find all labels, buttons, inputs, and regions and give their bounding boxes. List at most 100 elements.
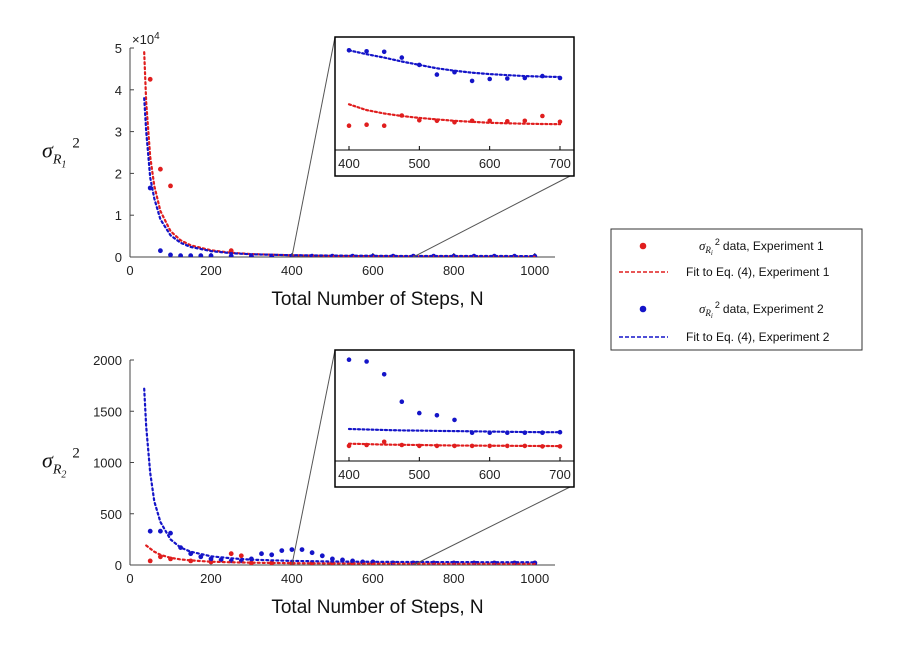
top-inset-point [364, 49, 369, 54]
top-point [188, 253, 194, 257]
top-y-label: σR12 [42, 136, 80, 171]
top-point [228, 253, 234, 257]
top-x-tick-label: 600 [362, 263, 384, 278]
top-point [198, 253, 204, 257]
bottom-inset: 400 500 600 700 [291, 349, 575, 566]
legend-subsub: i [711, 249, 713, 257]
bottom-inset-series-2 [347, 442, 562, 448]
top-y-multiplier: ×104 [132, 31, 160, 47]
top-point [208, 253, 214, 257]
top-x-tick-label: 0 [126, 263, 133, 278]
legend-entry-label: Fit to Eq. (4), Experiment 2 [686, 330, 830, 344]
legend-entry-label: σRi2 data, Experiment 1 [699, 237, 824, 257]
top-x-tick-label: 200 [200, 263, 222, 278]
bottom-point [228, 551, 234, 557]
legend-sub: R [704, 245, 711, 255]
top-x-tick-label: 400 [281, 263, 303, 278]
top-inset-fit-line [347, 49, 562, 79]
top-x-label: Total Number of Steps, N [271, 289, 483, 310]
bottom-point [238, 553, 244, 559]
bottom-inset-x-tick-label: 700 [549, 467, 571, 482]
top-inset-x-tick-label: 500 [408, 156, 430, 171]
bottom-inset-x-tick-label: 600 [479, 467, 501, 482]
legend-sup: 2 [715, 300, 720, 310]
bottom-fit-line [143, 387, 536, 564]
top-inset-point [399, 55, 405, 60]
top-series-3 [143, 97, 536, 257]
bottom-inset-point [452, 417, 457, 423]
legend-dot-marker [639, 305, 647, 313]
top-inset-connector-right [413, 173, 575, 258]
top-x-tick-label: 800 [443, 263, 465, 278]
bottom-series-2 [145, 544, 536, 565]
bottom-plot: 0 200 400 600 800 1000 0 500 1000 1500 2000 Total N… [42, 349, 575, 618]
bottom-inset-point [434, 413, 440, 418]
bottom-point [147, 528, 153, 534]
top-y-tick-label: 3 [115, 125, 122, 140]
bottom-point [198, 554, 204, 560]
top-inset-series-3 [347, 49, 562, 79]
top-y-label-sub: R [52, 153, 62, 168]
bottom-inset-connector-right [413, 484, 575, 566]
bottom-point [269, 552, 275, 558]
legend-sub: R [704, 308, 711, 318]
top-inset-fit-line [347, 103, 562, 126]
legend-entry-2: Fit to Eq. (4), Experiment 1 [619, 265, 830, 279]
bottom-point [259, 551, 264, 557]
top-series-1 [147, 185, 538, 257]
top-inset-point [417, 118, 422, 123]
top-inset-x-tick-label: 700 [549, 156, 571, 171]
legend-sup: 2 [715, 237, 720, 247]
top-point [147, 76, 153, 82]
bottom-inset-series-3 [347, 427, 562, 434]
top-y-label-sup: 2 [72, 136, 80, 152]
bottom-y-tick-label: 500 [100, 507, 122, 522]
bottom-series-1 [147, 528, 538, 565]
bottom-point [158, 554, 163, 560]
top-point [168, 252, 173, 257]
top-inset-connector-left [291, 36, 336, 258]
bottom-inset-connector-left [291, 349, 336, 566]
top-inset-point [540, 113, 545, 119]
legend-box [610, 228, 863, 351]
bottom-inset-x-tick-label: 500 [408, 467, 430, 482]
top-x-tick-label: 1000 [520, 263, 549, 278]
top-inset-point [505, 76, 510, 81]
bottom-series-3 [143, 387, 536, 564]
top-inset-series-2 [347, 103, 562, 126]
legend-entry-1: σRi2 data, Experiment 1 [639, 237, 824, 257]
legend-entry-label: Fit to Eq. (4), Experiment 1 [686, 265, 830, 279]
top-inset-point [346, 123, 352, 128]
legend-entry-label: σRi2 data, Experiment 2 [699, 300, 824, 320]
bottom-point [279, 548, 285, 553]
legend-sigma: σ [699, 238, 706, 253]
bottom-y-tick-label: 1000 [93, 456, 122, 471]
top-inset-point [381, 49, 387, 55]
legend: σRi2 data, Experiment 1 Fit to Eq. (4), Ex… [610, 228, 863, 351]
top-point [178, 253, 183, 257]
bottom-y-label-subsub: 2 [61, 470, 66, 481]
top-y-multiplier-exp: 4 [154, 31, 160, 42]
top-inset-point [557, 119, 563, 125]
bottom-inset-fit-line [347, 442, 562, 448]
bottom-x-tick-label: 800 [443, 571, 465, 586]
bottom-point [158, 528, 163, 534]
bottom-point [319, 553, 325, 559]
bottom-inset-fit-line [347, 427, 562, 434]
top-fit-line [143, 97, 536, 257]
bottom-inset-point [557, 444, 563, 449]
top-y-label-text: σR12 [42, 136, 80, 171]
legend-entry-3: σRi2 data, Experiment 2 [639, 300, 824, 320]
bottom-point [208, 556, 214, 562]
legend-sigma: σ [699, 301, 706, 316]
bottom-point [330, 556, 335, 562]
top-inset-point [469, 78, 475, 84]
bottom-inset-x-tick-label: 400 [338, 467, 360, 482]
bottom-x-tick-label: 200 [200, 571, 222, 586]
top-point [158, 166, 163, 172]
bottom-y-tick-label: 1500 [93, 404, 122, 419]
bottom-x-tick-label: 600 [362, 571, 384, 586]
top-inset-x-tick-label: 400 [338, 156, 360, 171]
bottom-x-tick-label: 1000 [520, 571, 549, 586]
